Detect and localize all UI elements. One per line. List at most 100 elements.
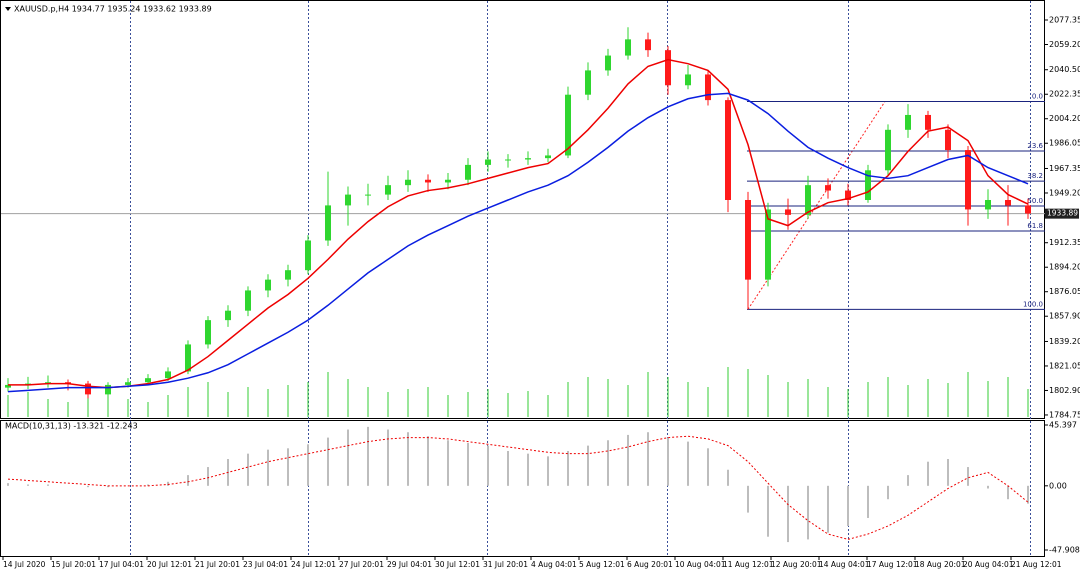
x-tick-label: 15 Jul 20:01 (51, 560, 96, 569)
candle-body (185, 344, 191, 372)
candle-body (345, 194, 351, 206)
y-tick-label: -47.908 (1049, 545, 1080, 554)
candle-body (245, 290, 251, 311)
candle-body (505, 159, 511, 161)
candle-body (1025, 205, 1031, 214)
candle-body (925, 114, 931, 130)
x-tick-label: 20 Jul 12:01 (147, 560, 192, 569)
candle-body (565, 94, 571, 156)
main-pane (0, 0, 1045, 419)
x-tick-label: 4 Aug 04:01 (531, 560, 577, 569)
candle-body (865, 170, 871, 200)
fib-label: 0.0 (1032, 92, 1043, 100)
candle-body (805, 185, 811, 215)
candle-body (725, 100, 731, 200)
candle-body (545, 155, 551, 159)
candle-body (685, 74, 691, 86)
fib-label: 61.8 (1027, 222, 1043, 230)
x-tick-label: 11 Aug 12:01 (723, 560, 774, 569)
candle-body (985, 199, 991, 210)
x-tick-label: 5 Aug 12:01 (579, 560, 625, 569)
y-tick-label: 1839.20 (1049, 337, 1080, 346)
candle-body (305, 240, 311, 271)
candle-body (745, 199, 751, 280)
candle-body (665, 50, 671, 86)
candle-body (845, 190, 851, 200)
candle-body (145, 378, 151, 383)
moving-average (8, 58, 1029, 389)
candle-body (125, 382, 131, 385)
x-tick-label: 27 Jul 20:01 (339, 560, 384, 569)
candle-body (205, 320, 211, 345)
x-tick-label: 12 Aug 20:01 (771, 560, 822, 569)
x-tick-label: 17 Jul 04:01 (99, 560, 144, 569)
y-tick-label: 1821.05 (1049, 361, 1080, 370)
candle-body (85, 383, 91, 395)
candle-body (905, 114, 911, 130)
candle-body (945, 129, 951, 151)
y-tick-label: 1876.05 (1049, 287, 1080, 296)
macd-pane (0, 420, 1045, 557)
candle-body (965, 150, 971, 210)
y-tick-label: 2004.20 (1049, 114, 1080, 123)
candle-body (585, 70, 591, 95)
x-tick-label: 24 Jul 12:01 (291, 560, 336, 569)
x-tick-label: 14 Aug 04:01 (819, 560, 870, 569)
candle-body (465, 164, 471, 180)
candle-body (425, 179, 431, 183)
y-tick-label: 1986.05 (1049, 139, 1080, 148)
x-tick-label: 14 Jul 2020 (3, 560, 46, 569)
candle-body (445, 179, 451, 183)
y-tick-label: 0.00 (1049, 481, 1067, 490)
y-tick-label: 1912.35 (1049, 238, 1080, 247)
menu-icon[interactable] (5, 7, 11, 11)
moving-average (7, 92, 1029, 393)
y-tick-label: 45.397 (1049, 420, 1077, 429)
x-tick-label: 17 Aug 12:01 (867, 560, 918, 569)
candle-body (625, 39, 631, 56)
candle-body (405, 179, 411, 186)
x-tick-label: 18 Aug 20:01 (915, 560, 966, 569)
fib-label: 23.6 (1027, 142, 1043, 150)
candle-body (485, 159, 491, 165)
candle-body (885, 129, 891, 171)
y-tick-label: 2077.35 (1049, 15, 1080, 24)
candle-body (705, 74, 711, 101)
y-tick-label: 2059.20 (1049, 40, 1080, 49)
candle-body (825, 185, 831, 191)
candle-body (265, 279, 271, 291)
x-tick-label: 21 Aug 12:01 (1011, 560, 1062, 569)
candle-body (365, 194, 371, 196)
candle-body (5, 384, 11, 388)
candle-body (1005, 199, 1011, 206)
current-price-label: 1933.89 (1047, 209, 1078, 218)
current-price-box (1045, 208, 1079, 219)
candle-body (325, 205, 331, 241)
candle-body (765, 209, 771, 280)
y-tick-label: 2022.35 (1049, 90, 1080, 99)
y-tick-label: 1802.90 (1049, 386, 1080, 395)
x-tick-label: 21 Jul 20:01 (195, 560, 240, 569)
y-tick-label: 1894.20 (1049, 263, 1080, 272)
candle-body (645, 39, 651, 51)
y-tick-label: 1967.35 (1049, 164, 1080, 173)
candle-body (165, 371, 171, 379)
candle-body (285, 270, 291, 280)
candle-body (785, 209, 791, 215)
x-tick-label: 29 Jul 04:01 (387, 560, 432, 569)
candle-body (605, 55, 611, 71)
fib-label: 100.0 (1023, 300, 1043, 308)
candle-body (225, 310, 231, 321)
x-tick-label: 10 Aug 04:01 (675, 560, 726, 569)
candle-body (385, 185, 391, 195)
candle-body (525, 158, 531, 160)
x-tick-label: 6 Aug 20:01 (627, 560, 673, 569)
macd-title: MACD(10,31,13) -13.321 -12.243 (5, 422, 138, 431)
x-tick-label: 31 Jul 20:01 (483, 560, 528, 569)
candle-body (105, 384, 111, 395)
x-tick-label: 30 Jul 12:01 (435, 560, 480, 569)
x-tick-label: 23 Jul 04:01 (243, 560, 288, 569)
y-tick-label: 1784.75 (1049, 410, 1080, 419)
